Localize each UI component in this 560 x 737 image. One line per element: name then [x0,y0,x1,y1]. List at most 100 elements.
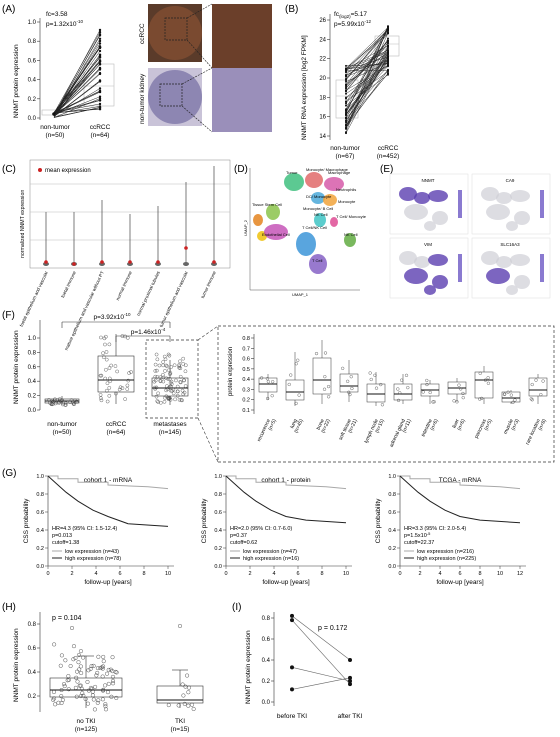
point [73,656,78,661]
tick-label: 20 [319,76,326,82]
site-n-label: (n=45) [293,418,305,434]
point [166,377,171,381]
mean-marker [212,260,216,264]
point [120,334,125,338]
point [153,362,158,367]
panel-g-km-plots: CSS probability 0.0 0.2 0.4 0.6 0.8 1.0 0 2 4 6 8 10… [23,474,526,586]
cell-cluster [510,254,530,266]
point [115,369,119,374]
tick-label: 8 [320,571,323,577]
tick-label: 2 [70,571,73,577]
point [452,399,456,403]
point [480,396,484,401]
point [62,684,67,689]
cell-cluster [414,192,430,204]
pair-line [53,73,101,116]
point [125,383,130,388]
point [117,387,122,392]
point [483,378,488,382]
point [345,85,347,88]
tick-label: 0.4 [242,377,250,383]
category-label: normal proximal tubules [136,270,161,317]
km-plot-2: CSS probability 0.0 0.2 0.4 0.6 0.8 1.0 0 2 4 6 8 10… [375,474,526,586]
site-label: liver [451,418,460,429]
point [387,70,389,73]
point [101,351,105,355]
point [81,693,86,698]
tick-label: 0.0 [36,564,44,570]
point [165,364,169,369]
cell-cluster [486,268,510,284]
pair-line [291,667,351,682]
panel-b-paired-lines [345,25,389,135]
panel-f-group-ccrcc-n: (n=64) [107,429,126,436]
point [76,653,81,658]
point [127,371,131,375]
km-p: p=0.013 [52,533,72,539]
box [339,373,359,393]
tick-label: 0.5 [242,367,250,373]
point [347,390,351,394]
point [168,388,173,393]
panel-a-group-nontumor-n: (n=50) [46,132,65,139]
point [166,703,171,708]
tick-label: 24 [319,37,326,43]
tick-label: 8 [142,571,145,577]
panel-b-group-nontumor-n: (n=67) [336,153,355,160]
tick-label: 0.0 [262,700,271,706]
panel-g-label: (G) [2,468,16,479]
panel-b-label: (B) [285,4,298,15]
point [71,657,76,662]
km-high-curve [47,475,169,527]
tick-label: 0.8 [262,616,271,622]
point [176,703,181,708]
tick-label: 0.8 [28,622,37,628]
pair-line [53,47,101,114]
point [104,334,108,339]
point [345,102,347,105]
pair-line [345,53,389,76]
point [349,375,353,379]
point [294,362,298,366]
tick-label: 0.7 [242,346,250,352]
point [461,391,465,396]
umap-label-tcell-mono: T Cell/ Monocyte [336,214,367,219]
point [428,390,432,395]
point [425,382,429,387]
point [345,127,347,130]
panel-f-group-metastases-n: (n=145) [159,429,182,436]
cell-cluster [399,251,417,265]
point [182,701,187,706]
panel-f-inset-frame [217,325,555,463]
cell-cluster [432,275,448,289]
point [511,400,515,404]
point [529,397,533,401]
point [107,394,112,398]
point [178,380,183,384]
panel-d-label: (D) [234,164,248,175]
point [421,390,425,394]
box [366,383,386,403]
point [174,378,178,383]
point [380,403,385,407]
box [97,355,135,393]
point [129,370,133,374]
km-xlabel: follow-up [years] [84,579,132,586]
point [345,64,347,67]
km-legend-high: high expression (n=16) [243,556,299,562]
panel-c-legend: mean expression [45,168,91,174]
pair-line [53,107,101,118]
point [78,664,83,669]
point [74,675,79,680]
panel-f-p-top: p=3.92x10-10 [93,312,131,321]
tick-label: 0.4 [28,670,37,676]
point [541,379,545,383]
tick-label: 4 [94,571,97,577]
panel-a-group-ccrcc-n: (n=64) [91,132,110,139]
cell-cluster [424,221,436,231]
point [178,359,182,364]
umap-label-macrophage: Macrophage [328,170,351,175]
point [185,673,190,678]
panel-c-label: (C) [2,164,16,175]
panel-f-axis: 0.0 0.2 0.4 0.6 0.8 1.0 [28,336,40,414]
